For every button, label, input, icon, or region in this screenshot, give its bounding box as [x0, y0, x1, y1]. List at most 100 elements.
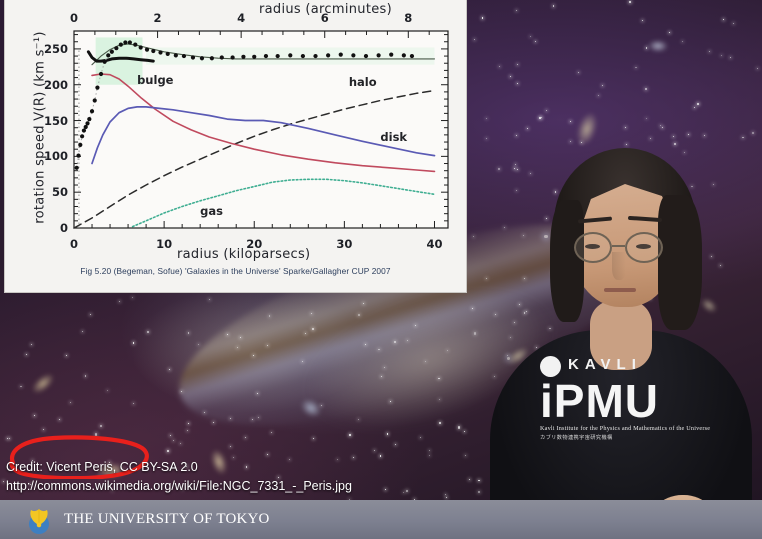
star — [390, 401, 392, 402]
star — [669, 31, 671, 33]
star — [503, 227, 505, 229]
data-point — [85, 121, 90, 126]
star — [230, 417, 231, 419]
star — [337, 458, 339, 460]
star — [239, 336, 241, 339]
star — [494, 375, 496, 377]
star — [348, 499, 350, 500]
data-point — [338, 52, 343, 57]
star — [166, 449, 169, 452]
star — [288, 458, 290, 460]
data-point — [114, 46, 119, 51]
data-point — [127, 40, 132, 45]
data-point — [300, 53, 306, 59]
star — [353, 456, 354, 458]
star — [425, 360, 427, 362]
star — [478, 491, 480, 493]
data-point — [173, 53, 178, 58]
star — [473, 236, 475, 238]
star — [629, 1, 631, 3]
series-bulge — [91, 73, 436, 173]
star — [516, 134, 518, 137]
star — [30, 483, 31, 485]
star — [168, 369, 171, 371]
star — [694, 107, 696, 109]
star — [569, 121, 571, 123]
series-disk — [91, 106, 436, 165]
y-tick-label: 100 — [43, 149, 68, 164]
star — [546, 109, 548, 111]
star — [445, 496, 447, 498]
star — [386, 433, 388, 435]
data-point — [89, 109, 95, 114]
star — [597, 95, 599, 97]
data-point — [74, 165, 79, 170]
star — [31, 344, 32, 345]
data-point — [219, 55, 224, 60]
star — [515, 10, 517, 12]
presenter-hair-right — [658, 195, 702, 330]
series-label-halo: halo — [348, 74, 377, 89]
star — [257, 392, 259, 395]
star — [232, 456, 234, 458]
star — [252, 418, 254, 420]
star — [485, 118, 488, 120]
star — [530, 35, 531, 37]
star — [428, 450, 430, 451]
star — [257, 416, 259, 418]
star — [348, 433, 351, 436]
star — [252, 354, 254, 356]
star — [720, 54, 722, 56]
data-point — [326, 53, 331, 58]
star — [244, 437, 246, 438]
presenter-hair-left — [550, 200, 584, 322]
credit-line-url: http://commons.wikimedia.org/wiki/File:N… — [6, 479, 352, 493]
star — [415, 324, 416, 326]
star — [469, 479, 471, 481]
ipmu-acronym: iPMU — [540, 375, 659, 427]
star — [380, 375, 382, 377]
series-gas — [131, 178, 436, 228]
star — [513, 168, 515, 169]
plot-frame — [73, 30, 449, 229]
star — [208, 299, 210, 300]
star — [478, 479, 480, 482]
data-point — [76, 153, 81, 158]
star — [358, 314, 361, 317]
y-tick-label: 50 — [51, 185, 68, 200]
top-axis-tick-label: 2 — [153, 11, 162, 25]
star — [95, 433, 98, 436]
star — [379, 455, 381, 457]
ipmu-dot-icon — [540, 356, 561, 377]
star — [457, 426, 461, 429]
star — [524, 312, 526, 314]
star — [111, 489, 113, 491]
tshirt-print: KAVLI iPMU Kavli Institute for the Physi… — [540, 352, 730, 441]
star — [506, 354, 508, 356]
star — [302, 360, 304, 362]
star — [364, 343, 367, 345]
star — [516, 82, 518, 84]
star — [709, 50, 711, 52]
rotation-curve-svg — [73, 30, 449, 229]
star — [269, 315, 271, 317]
star — [395, 444, 397, 446]
star — [742, 137, 744, 139]
star — [182, 488, 184, 490]
top-axis-tick-label: 6 — [320, 11, 329, 25]
star — [635, 66, 637, 69]
star — [684, 151, 686, 153]
star — [378, 348, 380, 350]
star — [406, 340, 409, 342]
data-point — [165, 51, 170, 57]
star — [186, 465, 187, 467]
data-point — [376, 53, 381, 58]
presenter-neck — [590, 300, 652, 370]
star — [405, 490, 408, 493]
top-axis-tick-label: 8 — [404, 11, 413, 25]
star — [33, 415, 35, 416]
star — [362, 303, 364, 305]
star — [474, 332, 477, 335]
star — [722, 18, 724, 20]
star — [704, 134, 706, 136]
